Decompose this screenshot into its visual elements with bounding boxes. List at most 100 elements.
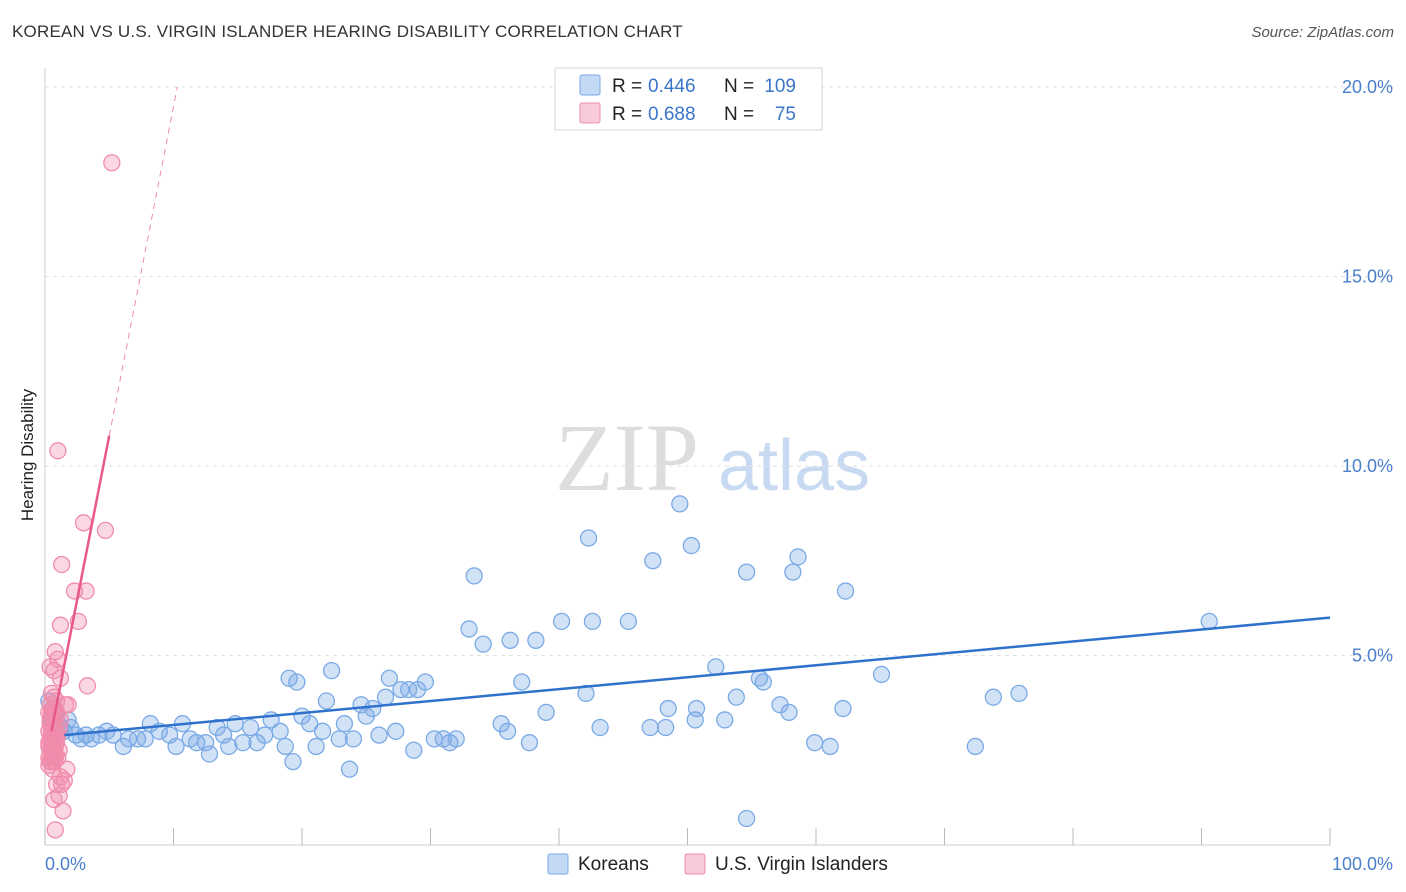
virgin-islander-point xyxy=(49,442,67,460)
legend-swatch-virgin-islanders xyxy=(579,102,601,124)
y-tick-labels: 5.0% 10.0% 15.0% 20.0% xyxy=(1342,77,1393,666)
korean-point xyxy=(754,673,772,691)
korean-point xyxy=(619,612,638,631)
watermark-zip: ZIP xyxy=(555,404,699,511)
virgin-islander-point xyxy=(74,514,93,532)
legend-r-value-virgin-islanders: 0.688 xyxy=(648,104,696,125)
korean-point xyxy=(984,688,1002,706)
korean-point xyxy=(579,529,598,547)
korean-point xyxy=(288,673,306,691)
korean-point xyxy=(364,699,382,718)
y-tick-label: 10.0% xyxy=(1342,456,1393,476)
korean-point xyxy=(187,734,206,752)
legend-n-label-koreans: N = xyxy=(724,76,754,97)
x-tick-label-max: 100.0% xyxy=(1332,854,1393,874)
korean-point xyxy=(716,711,734,729)
y-tick-label: 5.0% xyxy=(1352,645,1393,665)
x-tick-labels: 0.0% 100.0% xyxy=(45,854,1393,874)
korean-point xyxy=(220,737,238,756)
korean-point xyxy=(966,737,984,756)
korean-point xyxy=(498,722,517,740)
korean-point xyxy=(380,669,399,687)
trend-lines xyxy=(50,86,1331,737)
korean-point xyxy=(821,737,839,756)
korean-point xyxy=(376,688,395,706)
korean-point xyxy=(317,692,336,710)
korean-point xyxy=(307,737,325,756)
chart-title: KOREAN VS U.S. VIRGIN ISLANDER HEARING D… xyxy=(12,22,683,41)
legend-n-label-virgin-islanders: N = xyxy=(724,104,754,125)
korean-point xyxy=(687,699,706,718)
korean-point xyxy=(335,715,354,733)
korean-point xyxy=(119,730,138,748)
korean-point xyxy=(271,722,289,740)
korean-point xyxy=(313,722,332,740)
korean-point xyxy=(276,737,294,756)
y-axis-label: Hearing Disability xyxy=(18,388,37,521)
korean-point xyxy=(330,730,348,748)
korean-point xyxy=(780,703,798,721)
korean-point xyxy=(834,699,852,718)
virgin-islander-trend-extension xyxy=(108,86,178,436)
korean-point xyxy=(465,567,483,585)
korean-point xyxy=(737,809,756,828)
korean-point xyxy=(552,612,571,631)
virgin-islander-point xyxy=(46,821,64,839)
legend-r-label-virgin-islanders: R = xyxy=(612,104,642,125)
legend-n-value-virgin-islanders: 75 xyxy=(775,104,796,125)
legend-n-value-koreans: 109 xyxy=(764,76,796,97)
y-tick-label: 20.0% xyxy=(1342,77,1393,97)
korean-point xyxy=(284,752,302,771)
legend-r-label-koreans: R = xyxy=(612,76,642,97)
korean-point xyxy=(527,631,545,649)
source-label: Source: ZipAtlas.com xyxy=(1251,24,1394,41)
korean-point xyxy=(789,548,807,566)
korean-point xyxy=(513,673,531,691)
virgin-islander-point xyxy=(41,752,59,771)
virgin-islander-point xyxy=(41,658,59,676)
korean-point xyxy=(136,730,154,748)
virgin-islander-point xyxy=(54,802,72,820)
korean-point xyxy=(1200,612,1218,631)
virgin-islander-point xyxy=(103,154,121,172)
korean-point xyxy=(301,715,319,733)
korean-point xyxy=(460,620,478,638)
korean-point xyxy=(474,635,492,653)
korean-point xyxy=(537,703,555,721)
korean-point xyxy=(1010,684,1028,703)
korean-point xyxy=(641,718,659,737)
korean-point xyxy=(806,734,824,752)
korean-point xyxy=(591,718,609,737)
korean-trend-line xyxy=(64,616,1331,737)
series-legend: Koreans U.S. Virgin Islanders xyxy=(547,853,888,875)
korean-point xyxy=(387,722,405,740)
y-tick-label: 15.0% xyxy=(1342,266,1393,286)
virgin-islander-point xyxy=(96,521,115,540)
korean-point xyxy=(583,612,602,631)
korean-point xyxy=(836,582,855,600)
stats-legend: R = 0.446 N = 109 R = 0.688 N = 75 xyxy=(554,67,823,131)
legend-r-value-koreans: 0.446 xyxy=(648,76,696,97)
korean-point xyxy=(167,737,185,756)
series-legend-virgin-islanders: U.S. Virgin Islanders xyxy=(715,854,888,875)
korean-point xyxy=(322,661,341,680)
korean-point xyxy=(659,699,677,718)
x-ticks xyxy=(44,828,1331,846)
korean-point xyxy=(577,684,595,703)
korean-point xyxy=(241,718,260,737)
korean-point xyxy=(344,730,363,748)
virgin-islander-point xyxy=(44,737,62,756)
virgin-islander-point xyxy=(45,790,63,809)
korean-point xyxy=(340,760,359,778)
series-legend-swatch-virgin-islanders xyxy=(684,853,706,875)
korean-point xyxy=(671,495,689,513)
virgin-islander-point xyxy=(78,677,97,695)
korean-point xyxy=(707,658,725,676)
virgin-islander-trend-line xyxy=(50,435,111,732)
koreans-points xyxy=(40,495,1218,828)
korean-point xyxy=(416,673,435,691)
korean-point xyxy=(520,734,539,752)
korean-point xyxy=(405,741,423,759)
korean-point xyxy=(501,631,519,649)
